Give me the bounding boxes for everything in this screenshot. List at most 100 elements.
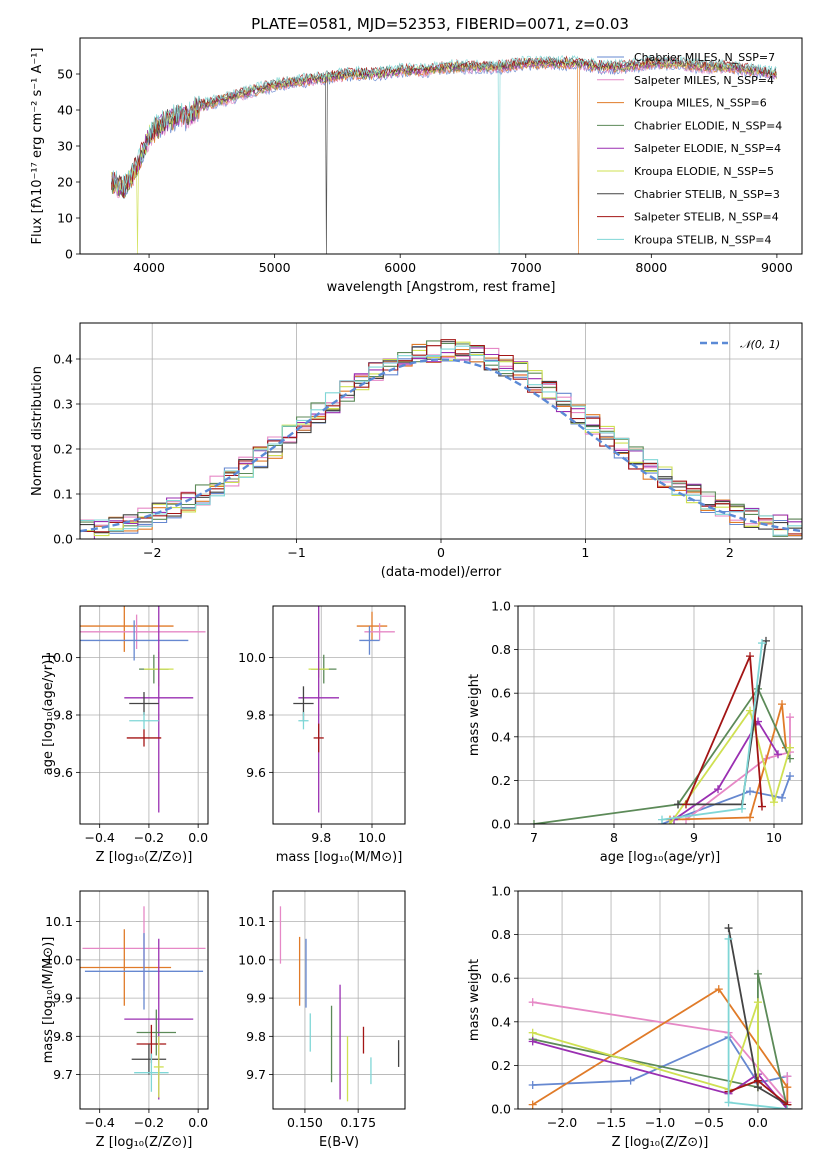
x-tick-label: 0.0 bbox=[188, 830, 208, 845]
point-marker bbox=[783, 1105, 792, 1109]
mass-weight-line bbox=[532, 1001, 759, 1091]
x-tick-label: −1 bbox=[287, 545, 305, 560]
point-marker bbox=[528, 1037, 537, 1046]
point-marker bbox=[714, 785, 722, 794]
axes-frame bbox=[272, 890, 406, 1110]
y-tick-label: 0.0 bbox=[491, 1102, 511, 1117]
data-point bbox=[80, 614, 206, 650]
x-tick-label: −0.2 bbox=[134, 830, 164, 845]
data-point bbox=[356, 611, 388, 641]
y-axis-label: mass weight bbox=[467, 959, 482, 1041]
y-axis-label: mass weight bbox=[467, 674, 482, 756]
point-marker bbox=[666, 820, 674, 824]
point-marker bbox=[528, 998, 537, 1007]
gridlines bbox=[518, 605, 802, 825]
y-tick-label: 0.4 bbox=[491, 1014, 511, 1029]
point-marker bbox=[738, 804, 746, 813]
x-tick-label: 0.175 bbox=[340, 1115, 376, 1130]
legend-entry: 𝒩(0, 1) bbox=[740, 338, 780, 351]
data-point bbox=[80, 620, 189, 661]
legend-entry: Salpeter STELIB, N_SSP=4 bbox=[634, 211, 779, 224]
data-point bbox=[80, 929, 172, 1006]
normal-curve bbox=[80, 358, 802, 533]
x-tick-label: 5000 bbox=[259, 260, 291, 275]
y-tick-label: 40 bbox=[57, 103, 73, 118]
x-tick-label: 2 bbox=[726, 545, 734, 560]
plot-area bbox=[279, 906, 400, 1102]
point-marker bbox=[770, 798, 778, 807]
point-marker bbox=[746, 813, 754, 822]
x-axis-label: Z [log₁₀(Z/Z⊙)] bbox=[96, 1135, 193, 1150]
plot-area bbox=[80, 606, 206, 813]
point-marker bbox=[724, 924, 733, 933]
y-axis-label: age [log₁₀(age/yr)] bbox=[41, 655, 56, 776]
point-marker bbox=[528, 1028, 537, 1037]
data-point bbox=[313, 723, 324, 753]
data-point bbox=[80, 606, 174, 652]
point-marker bbox=[753, 1076, 762, 1085]
point-marker bbox=[746, 652, 754, 661]
axes-frame bbox=[79, 322, 803, 540]
point-marker bbox=[786, 713, 794, 722]
histogram-line bbox=[80, 339, 802, 535]
mass-weight-line bbox=[661, 775, 791, 824]
point-marker bbox=[674, 800, 682, 809]
point-marker bbox=[530, 820, 538, 824]
data-point bbox=[126, 729, 162, 747]
x-tick-label: −2 bbox=[143, 545, 161, 560]
axes-frame bbox=[79, 890, 209, 1110]
x-axis-label: age [log₁₀(age/yr)] bbox=[600, 850, 721, 865]
gridlines bbox=[273, 891, 405, 1109]
y-tick-label: 30 bbox=[57, 139, 73, 154]
y-tick-label: 0.8 bbox=[491, 642, 511, 657]
legend-entry: Salpeter ELODIE, N_SSP=4 bbox=[634, 142, 781, 155]
y-tick-label: 0.6 bbox=[491, 971, 511, 986]
point-marker bbox=[528, 1081, 537, 1090]
y-tick-label: 0.1 bbox=[53, 487, 73, 502]
panel-5: −0.4 −0.2 0.0 9.7 9.8 9.9 10.0 10.1 Z [log₁₀(Z/Z… bbox=[41, 890, 209, 1150]
point-marker bbox=[724, 1098, 733, 1107]
y-tick-label: 9.9 bbox=[53, 991, 73, 1006]
y-tick-label: 9.7 bbox=[246, 1067, 266, 1082]
x-tick-label: 9 bbox=[690, 830, 698, 845]
x-tick-label: −0.4 bbox=[85, 830, 115, 845]
x-tick-label: 10 bbox=[766, 830, 782, 845]
point-marker bbox=[746, 706, 754, 715]
y-tick-label: 10.0 bbox=[238, 650, 266, 665]
x-tick-label: 6000 bbox=[384, 260, 416, 275]
chart-title: PLATE=0581, MJD=52353, FIBERID=0071, z=0… bbox=[251, 15, 629, 33]
y-tick-label: 9.6 bbox=[246, 765, 266, 780]
plot-area bbox=[80, 906, 206, 1100]
x-tick-label: 1 bbox=[581, 545, 589, 560]
mass-weight-line bbox=[669, 708, 791, 824]
x-axis-label: (data-model)/error bbox=[381, 565, 502, 580]
data-point bbox=[153, 1036, 164, 1098]
x-tick-label: 0 bbox=[437, 545, 445, 560]
y-tick-label: 50 bbox=[57, 67, 73, 82]
spectrum-line bbox=[111, 56, 777, 254]
data-point bbox=[129, 692, 159, 715]
data-point bbox=[124, 606, 194, 813]
y-tick-label: 10.0 bbox=[45, 952, 73, 967]
point-marker bbox=[758, 802, 766, 811]
plot-area bbox=[530, 636, 794, 824]
data-point bbox=[131, 1043, 167, 1075]
y-tick-label: 0.2 bbox=[53, 442, 73, 457]
point-marker bbox=[786, 743, 794, 752]
legend-entry: Salpeter MILES, N_SSP=4 bbox=[634, 74, 774, 87]
gridlines bbox=[80, 606, 208, 824]
y-tick-label: 9.9 bbox=[246, 991, 266, 1006]
y-tick-label: 10.1 bbox=[45, 914, 73, 929]
y-tick-label: 10.0 bbox=[45, 650, 73, 665]
legend-entry: Kroupa STELIB, N_SSP=4 bbox=[634, 233, 772, 246]
x-tick-label: 0.0 bbox=[748, 1115, 768, 1130]
point-marker bbox=[753, 969, 762, 978]
y-tick-label: 0.2 bbox=[491, 1058, 511, 1073]
data-point bbox=[134, 1053, 169, 1092]
x-tick-label: 0.0 bbox=[188, 1115, 208, 1130]
y-tick-label: 9.6 bbox=[53, 765, 73, 780]
y-axis-label: mass [log₁₀(M/M⊙)] bbox=[41, 937, 56, 1064]
data-point bbox=[359, 626, 380, 655]
point-marker bbox=[774, 750, 782, 759]
